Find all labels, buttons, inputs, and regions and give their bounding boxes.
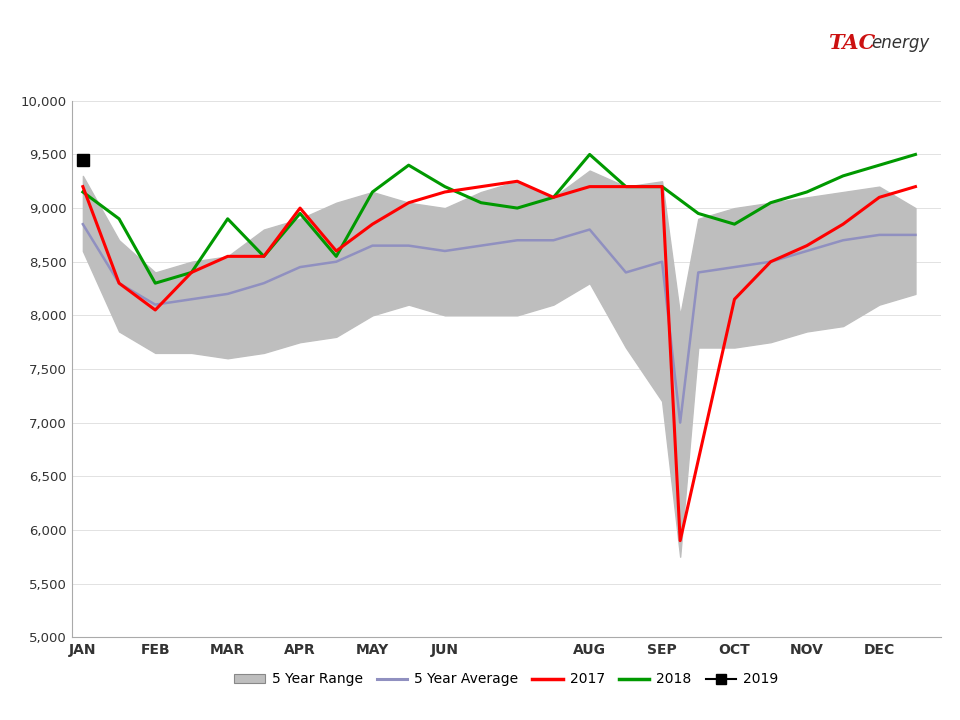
Text: TAC: TAC [828, 33, 875, 53]
Text: Refinery Thruput PADD 3: Refinery Thruput PADD 3 [266, 28, 579, 48]
Legend: 5 Year Range, 5 Year Average, 2017, 2018, 2019: 5 Year Range, 5 Year Average, 2017, 2018… [228, 667, 784, 692]
Text: energy: energy [872, 34, 930, 52]
